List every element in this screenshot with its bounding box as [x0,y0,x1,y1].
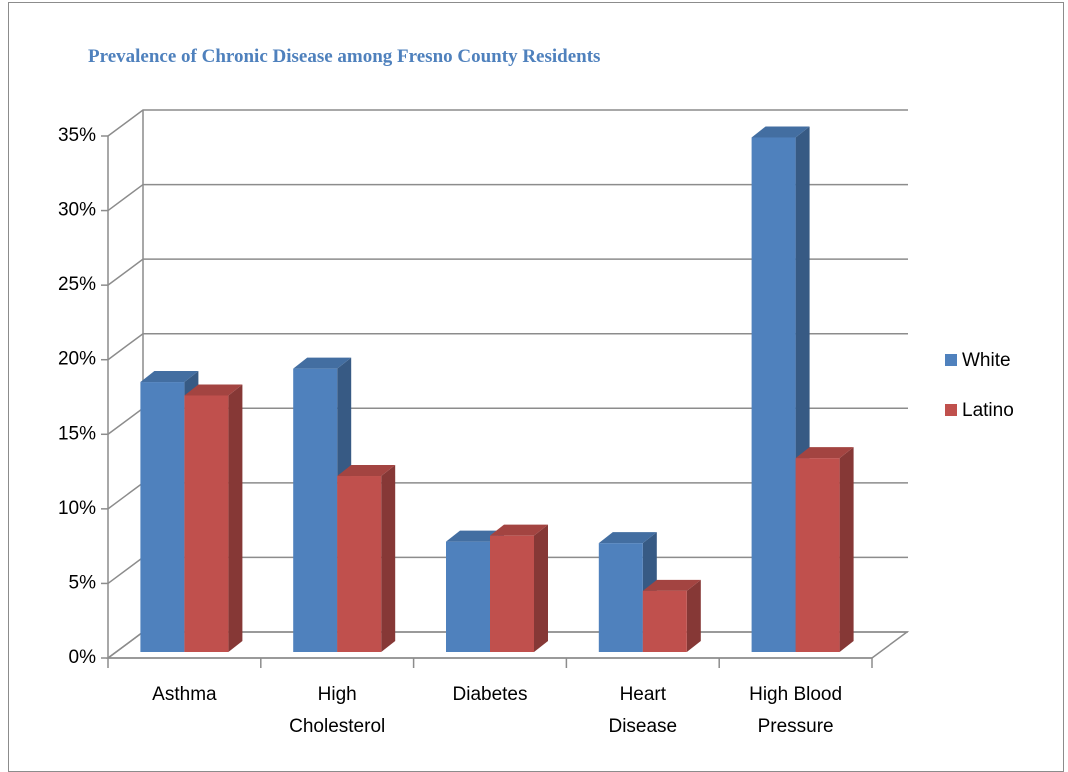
bar-side [228,384,243,652]
legend-label: White [962,350,1011,371]
bar [184,395,229,652]
bar [598,543,643,652]
x-tick-label: Diabetes [452,684,528,705]
x-tick-label: Heart Disease [608,684,678,737]
bar-side [686,579,701,652]
y-tick-label: 35% [58,125,96,146]
bar-top [795,447,854,459]
bar [642,590,687,652]
bar-top [293,357,352,369]
bar-top [184,384,243,396]
bar-top [490,524,548,536]
y-tick-label: 20% [58,349,96,370]
y-tick-label: 15% [58,423,96,444]
bar [446,541,490,652]
x-tick-label: High Cholesterol [289,684,386,737]
bar [795,458,840,652]
bar [337,476,382,652]
bar [293,368,338,652]
y-tick-label: 25% [58,274,96,295]
bar-side [534,524,548,652]
legend-label: Latino [962,400,1014,421]
bar [490,535,534,652]
x-tick-label: Asthma [152,684,217,705]
chart-title: Prevalence of Chronic Disease among Fres… [88,46,601,67]
bar-side [839,447,854,652]
bar-top [642,579,701,591]
bar-top [140,371,199,383]
bar [140,382,185,652]
y-tick-label: 5% [69,572,97,593]
y-tick-label: 10% [58,498,96,519]
bar [751,137,796,652]
bar-side [381,465,396,652]
bar-top [446,530,504,542]
legend-swatch [945,354,957,366]
bar-top [598,532,657,544]
x-tick-label: High Blood Pressure [749,684,843,737]
y-tick-label: 0% [69,647,97,668]
bar-top [337,465,396,477]
bar-top [751,126,810,138]
legend-swatch [945,404,957,416]
y-tick-label: 30% [58,200,96,221]
